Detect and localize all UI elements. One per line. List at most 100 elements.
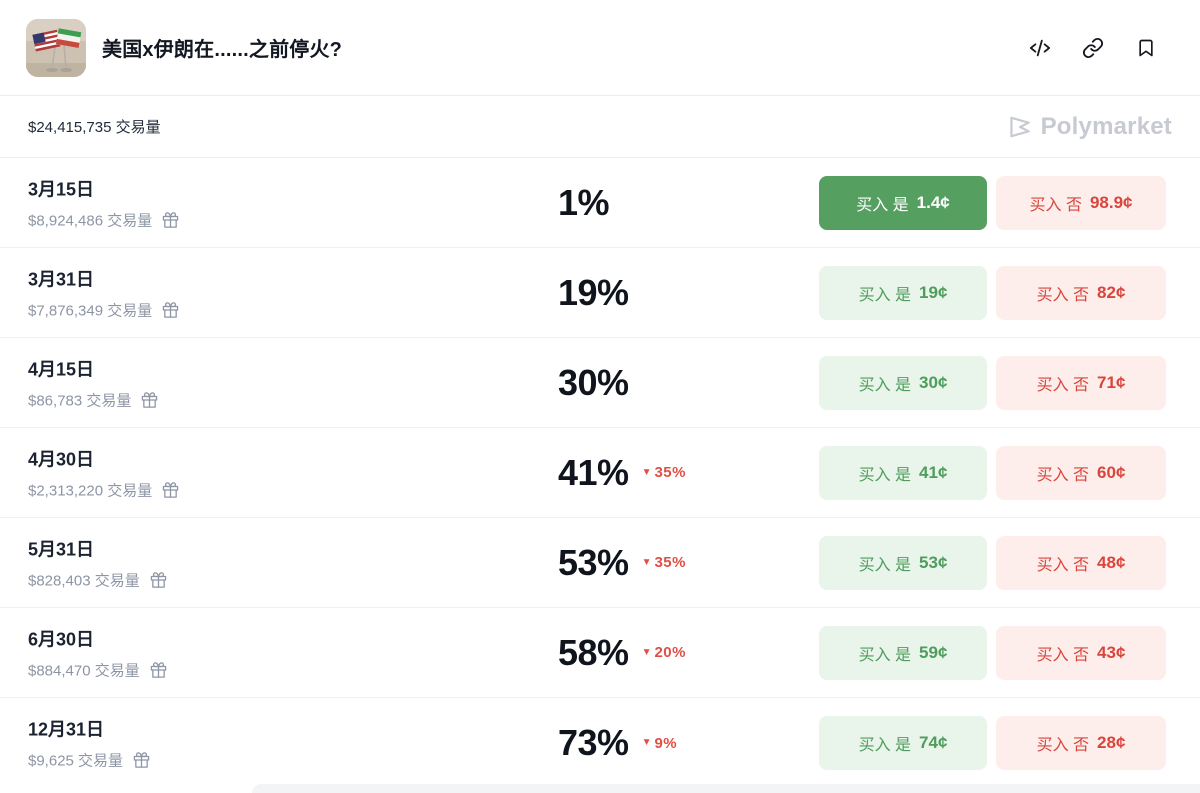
- outcome-info: 12月31日 $9,625 交易量: [28, 716, 150, 771]
- trade-buttons: 买入 是 41¢ 买入 否 60¢: [819, 445, 1166, 500]
- outcome-volume: $828,403 交易量: [28, 572, 140, 589]
- gift-icon: [163, 481, 179, 498]
- buy-yes-price: 19¢: [919, 282, 948, 302]
- buy-no-button[interactable]: 买入 否 48¢: [996, 535, 1166, 590]
- gift-icon: [150, 571, 166, 588]
- gift-icon: [150, 661, 166, 678]
- buy-no-button[interactable]: 买入 否 98.9¢: [996, 175, 1166, 230]
- outcome-volume-line: $884,470 交易量: [28, 659, 167, 680]
- outcome-row: 3月15日 $8,924,486 交易量 1% ▼: [0, 158, 1200, 248]
- rewards-gift-button[interactable]: [162, 301, 179, 318]
- outcome-volume: $9,625 交易量: [28, 752, 124, 770]
- buy-no-price: 82¢: [1097, 282, 1126, 302]
- header-actions: [1029, 37, 1157, 59]
- buy-no-button[interactable]: 买入 否 43¢: [996, 625, 1166, 680]
- link-icon: [1082, 37, 1104, 58]
- horizontal-scrollbar[interactable]: [252, 784, 1200, 793]
- gift-icon: [133, 752, 150, 768]
- buy-no-label: 买入 否: [1036, 286, 1090, 304]
- outcome-row: 4月15日 $86,783 交易量 30% ▼: [0, 338, 1200, 428]
- rewards-gift-button[interactable]: [150, 661, 167, 678]
- chance-percent: 30%: [558, 361, 629, 403]
- outcome-info: 4月30日 $2,313,220 交易量: [28, 445, 179, 500]
- outcome-date: 3月15日: [28, 179, 95, 199]
- total-volume: $24,415,735 交易量: [28, 119, 161, 136]
- buy-no-button[interactable]: 买入 否 28¢: [996, 716, 1166, 770]
- buy-no-label: 买入 否: [1029, 196, 1082, 214]
- buy-yes-button[interactable]: 买入 是 1.4¢: [819, 175, 987, 230]
- outcome-volume-line: $9,625 交易量: [28, 750, 150, 771]
- buy-yes-label: 买入 是: [858, 376, 912, 394]
- buy-no-button[interactable]: 买入 否 82¢: [996, 265, 1166, 320]
- market-avatar[interactable]: [26, 18, 86, 77]
- chance-percent: 58%: [558, 631, 629, 673]
- market-title[interactable]: 美国x伊朗在......之前停火?: [102, 39, 343, 61]
- outcome-date: 4月15日: [28, 359, 95, 379]
- rewards-gift-button[interactable]: [162, 481, 179, 498]
- buy-no-button[interactable]: 买入 否 71¢: [996, 355, 1166, 410]
- chance-percent: 19%: [558, 271, 629, 313]
- polymarket-brand[interactable]: Polymarket: [1006, 113, 1172, 141]
- buy-yes-label: 买入 是: [858, 556, 912, 574]
- brand-label: Polymarket: [1040, 112, 1172, 140]
- outcome-info: 3月15日 $8,924,486 交易量: [28, 175, 179, 230]
- buy-yes-button[interactable]: 买入 是 74¢: [819, 716, 987, 770]
- gift-icon: [142, 391, 158, 408]
- rewards-gift-button[interactable]: [141, 391, 158, 408]
- rewards-gift-button[interactable]: [150, 571, 167, 588]
- trade-buttons: 买入 是 30¢ 买入 否 71¢: [819, 355, 1166, 410]
- buy-yes-price: 53¢: [919, 552, 948, 572]
- buy-no-button[interactable]: 买入 否 60¢: [996, 445, 1166, 500]
- outcome-info: 5月31日 $828,403 交易量: [28, 535, 167, 590]
- outcome-date: 4月30日: [28, 449, 95, 469]
- outcome-volume: $2,313,220 交易量: [28, 482, 153, 499]
- embed-code-button[interactable]: [1029, 37, 1051, 59]
- buy-yes-price: 1.4¢: [916, 192, 950, 212]
- outcome-info: 4月15日 $86,783 交易量: [28, 355, 158, 410]
- outcome-odds: 41% ▼ 35%: [558, 452, 686, 494]
- buy-yes-button[interactable]: 买入 是 53¢: [819, 535, 987, 590]
- buy-yes-button[interactable]: 买入 是 59¢: [819, 625, 987, 680]
- trade-buttons: 买入 是 59¢ 买入 否 43¢: [819, 625, 1166, 680]
- trade-buttons: 买入 是 74¢ 买入 否 28¢: [819, 716, 1166, 770]
- chance-percent: 53%: [558, 541, 629, 583]
- trade-buttons: 买入 是 1.4¢ 买入 否 98.9¢: [819, 175, 1166, 230]
- code-icon: [1029, 39, 1051, 56]
- outcome-volume-line: $2,313,220 交易量: [28, 479, 179, 500]
- change-value: 35%: [654, 464, 686, 481]
- buy-yes-price: 30¢: [919, 372, 948, 392]
- outcome-row: 3月31日 $7,876,349 交易量 19% ▼: [0, 248, 1200, 338]
- summary-bar: $24,415,735 交易量 Polymarket: [0, 96, 1200, 158]
- copy-link-button[interactable]: [1082, 37, 1104, 59]
- rewards-gift-button[interactable]: [133, 752, 150, 769]
- trade-buttons: 买入 是 53¢ 买入 否 48¢: [819, 535, 1166, 590]
- buy-yes-label: 买入 是: [858, 646, 912, 664]
- buy-yes-price: 59¢: [919, 642, 948, 662]
- outcome-odds: 58% ▼ 20%: [558, 632, 686, 674]
- buy-yes-button[interactable]: 买入 是 30¢: [819, 355, 987, 410]
- outcome-odds: 30% ▼: [558, 362, 629, 404]
- buy-no-price: 71¢: [1097, 372, 1126, 392]
- down-triangle-icon: ▼: [641, 737, 652, 748]
- outcome-row: 5月31日 $828,403 交易量 53% ▼ 35%: [0, 518, 1200, 608]
- buy-yes-label: 买入 是: [858, 286, 912, 304]
- change-value: 9%: [654, 734, 678, 752]
- gift-icon: [163, 211, 179, 228]
- change-value: 35%: [654, 554, 686, 571]
- us-iran-flags-image: [26, 18, 86, 77]
- bookmark-button[interactable]: [1135, 37, 1157, 59]
- buy-yes-button[interactable]: 买入 是 41¢: [819, 445, 987, 500]
- outcome-odds: 19% ▼: [558, 272, 629, 314]
- outcome-info: 6月30日 $884,470 交易量: [28, 625, 167, 680]
- buy-no-label: 买入 否: [1036, 466, 1090, 484]
- down-triangle-icon: ▼: [641, 646, 652, 658]
- outcome-info: 3月31日 $7,876,349 交易量: [28, 265, 179, 320]
- outcome-row: 6月30日 $884,470 交易量 58% ▼ 20%: [0, 608, 1200, 698]
- polymarket-logo-icon: [1009, 116, 1030, 137]
- outcome-date: 3月31日: [28, 269, 95, 289]
- rewards-gift-button[interactable]: [162, 211, 179, 228]
- outcome-volume: $8,924,486 交易量: [28, 212, 153, 229]
- buy-yes-button[interactable]: 买入 是 19¢: [819, 265, 987, 320]
- buy-no-price: 28¢: [1097, 733, 1126, 752]
